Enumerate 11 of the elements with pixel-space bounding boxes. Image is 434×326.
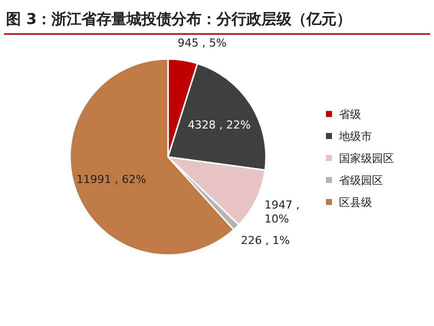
legend-label: 国家级园区 [339,152,394,165]
legend-label: 省级园区 [339,174,383,187]
chart-title: 图 3：浙江省存量城投债分布：分行政层级（亿元） [6,10,352,28]
legend-label: 地级市 [338,130,372,143]
data-label: 11991 , 62% [76,172,146,186]
legend-label: 省级 [339,108,361,121]
legend-label: 区县级 [339,196,372,209]
data-label: 226 , 1% [240,234,290,248]
data-label: 4328 , 22% [188,118,251,132]
data-label: 1947 , 10% [264,198,300,226]
data-label: 945 , 5% [178,36,227,50]
